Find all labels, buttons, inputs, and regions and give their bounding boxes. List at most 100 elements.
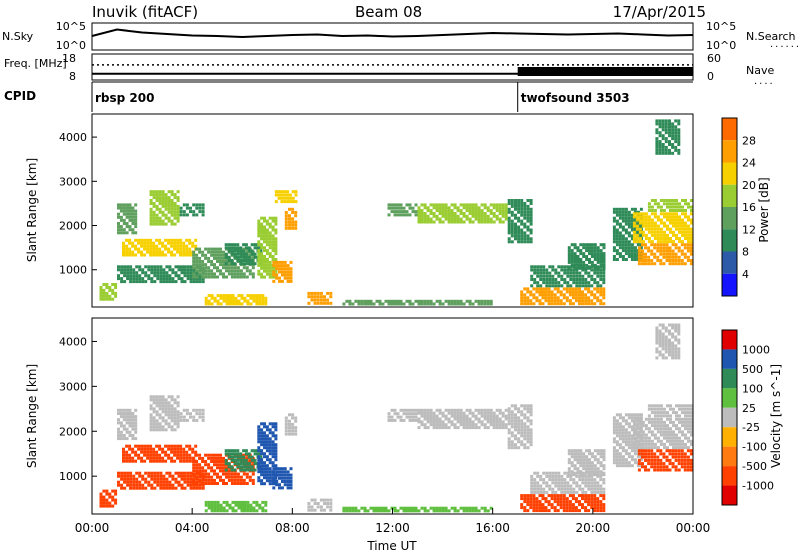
velocity-cell	[520, 404, 524, 408]
power-cell	[662, 252, 666, 256]
velocity-cell	[517, 422, 521, 426]
velocity-ytick-label-2: 3000	[59, 380, 87, 393]
power-cell	[658, 143, 662, 146]
power-cell	[161, 190, 165, 194]
power-cell	[650, 212, 654, 216]
power-cell	[210, 269, 214, 273]
velocity-cell	[658, 353, 662, 357]
velocity-cell	[195, 477, 199, 481]
velocity-cell	[111, 489, 115, 493]
power-cell	[310, 291, 314, 295]
velocity-cell	[653, 436, 657, 440]
velocity-cell	[252, 500, 256, 504]
velocity-cell	[289, 467, 293, 471]
velocity-cell	[659, 411, 663, 415]
velocity-cell	[624, 449, 628, 453]
velocity-cell	[132, 486, 136, 490]
power-cell	[650, 230, 654, 234]
velocity-cell	[198, 480, 202, 484]
velocity-cell	[99, 492, 103, 496]
velocity-cell	[504, 408, 508, 412]
power-cell	[596, 287, 600, 291]
velocity-cell	[529, 503, 533, 507]
velocity-cell	[122, 408, 126, 412]
velocity-cell	[117, 434, 120, 437]
velocity-cell	[584, 509, 588, 513]
velocity-cell	[674, 452, 678, 456]
velocity-cell	[268, 479, 272, 483]
power-cell	[450, 220, 454, 224]
velocity-cell	[650, 442, 654, 446]
velocity-cell	[514, 419, 517, 423]
velocity-cell	[363, 509, 367, 513]
power-cell	[188, 250, 192, 254]
power-cell	[662, 243, 666, 247]
power-cell	[630, 234, 634, 238]
power-cell	[672, 199, 675, 202]
velocity-cell	[669, 436, 672, 440]
velocity-cell	[483, 411, 487, 415]
velocity-cell	[474, 506, 478, 510]
power-cell	[674, 125, 678, 129]
velocity-cell	[562, 509, 566, 513]
power-cell	[162, 274, 166, 278]
velocity-cell	[526, 416, 530, 420]
power-cell	[122, 203, 126, 207]
power-cell	[105, 283, 109, 286]
velocity-cell	[247, 452, 251, 456]
velocity-cell	[393, 506, 397, 510]
velocity-cell	[243, 500, 247, 504]
velocity-cell	[153, 474, 157, 478]
power-cell	[630, 246, 634, 250]
velocity-cell	[621, 434, 625, 438]
power-cell	[265, 228, 269, 232]
velocity-cell	[664, 329, 668, 333]
power-cell	[152, 210, 156, 214]
power-cell	[627, 252, 631, 256]
power-cell	[198, 203, 202, 207]
power-cell	[248, 253, 252, 257]
velocity-cell	[207, 482, 211, 485]
velocity-cell	[465, 417, 469, 421]
power-cell	[258, 299, 262, 303]
velocity-cell	[272, 480, 276, 483]
power-cell	[635, 240, 639, 244]
power-cell	[630, 237, 634, 241]
velocity-cell	[170, 450, 174, 454]
power-cell	[658, 122, 662, 126]
velocity-cell	[152, 453, 156, 457]
velocity-cell	[663, 446, 666, 450]
velocity-cell	[553, 497, 557, 501]
velocity-cell	[669, 427, 672, 431]
power-cell	[477, 217, 481, 221]
power-cell	[526, 287, 530, 291]
power-cell	[165, 277, 169, 281]
velocity-cell	[507, 443, 511, 447]
power-cell	[647, 240, 651, 244]
power-cell	[618, 234, 622, 238]
velocity-cell	[240, 500, 244, 504]
velocity-cell	[186, 474, 190, 478]
power-cell	[574, 296, 578, 300]
power-cell	[453, 203, 457, 207]
velocity-cell	[533, 484, 537, 488]
velocity-cell	[122, 424, 126, 428]
power-cell	[664, 119, 668, 123]
power-cell	[167, 202, 171, 205]
velocity-cell	[581, 503, 584, 507]
velocity-cell	[216, 506, 220, 510]
power-cell	[658, 131, 662, 135]
velocity-cell	[483, 414, 487, 418]
power-cell	[599, 263, 603, 267]
velocity-cell	[612, 419, 616, 423]
velocity-cell	[134, 424, 138, 428]
velocity-cell	[675, 424, 678, 428]
velocity-cell	[596, 461, 600, 465]
power-cell	[198, 274, 202, 278]
power-cell	[639, 207, 643, 211]
velocity-cell	[557, 481, 561, 485]
power-cell	[578, 302, 581, 306]
power-cell	[621, 234, 625, 238]
velocity-cell	[553, 500, 557, 504]
velocity-cell	[204, 469, 208, 473]
